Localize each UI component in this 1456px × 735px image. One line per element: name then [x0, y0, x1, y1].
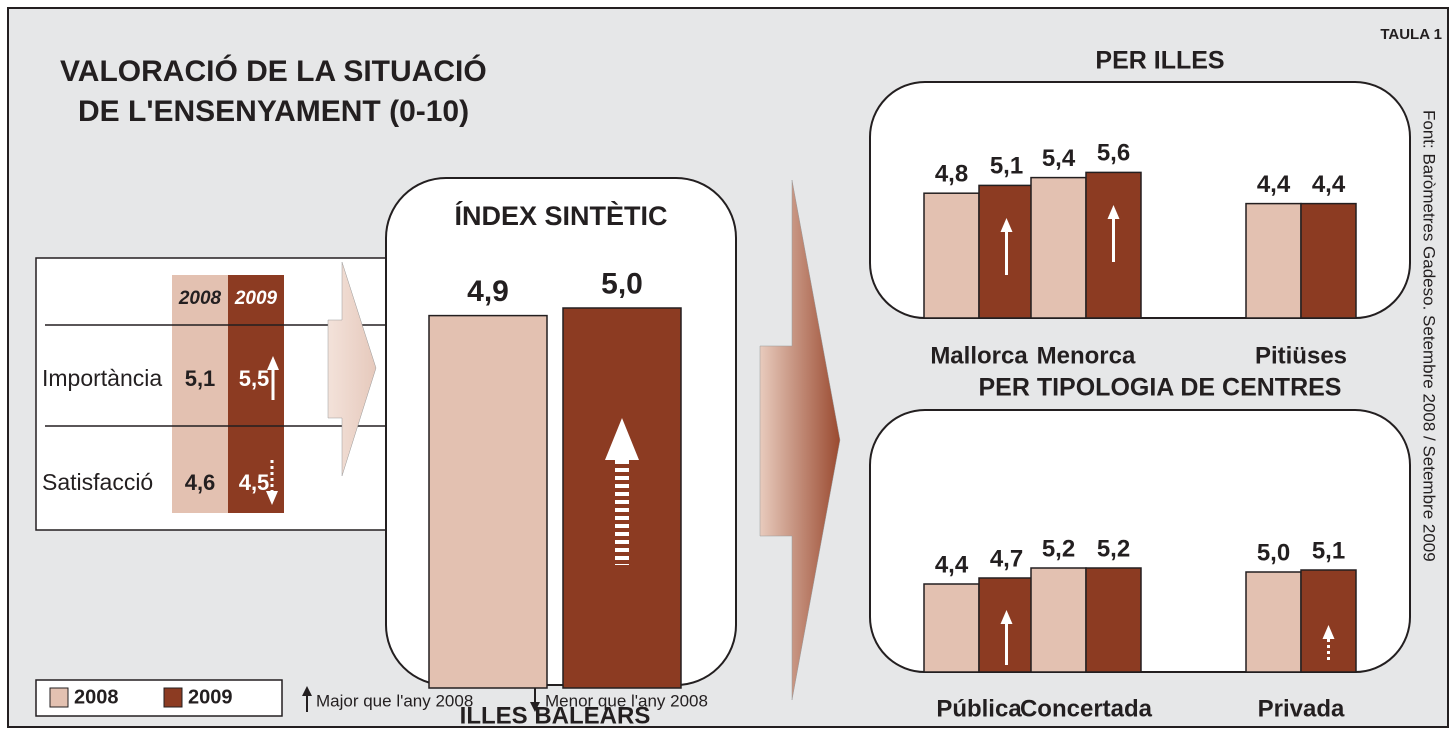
chart-title: PER TIPOLOGIA DE CENTRES — [978, 374, 1341, 402]
legend-label: Menor que l'any 2008 — [545, 691, 708, 710]
bar — [1245, 571, 1302, 673]
trend-arrow — [1000, 218, 1013, 232]
bar — [562, 307, 682, 689]
bar — [1085, 567, 1142, 673]
value-label: 5,0 — [1257, 539, 1290, 566]
source: Font: Baròmetres Gadeso. Setembre 2008 /… — [1420, 110, 1439, 562]
title-line: VALORACIÓ DE LA SITUACIÓ — [60, 54, 487, 88]
row-label: Importància — [42, 365, 162, 391]
table-cell: 4,5 — [239, 470, 270, 495]
category-label: Menorca — [1037, 342, 1136, 369]
legend-arrow — [530, 686, 540, 712]
value-label: 5,2 — [1042, 535, 1075, 562]
legend-label: 2008 — [74, 686, 119, 708]
trend-arrow — [266, 491, 278, 505]
category-label: Mallorca — [930, 342, 1028, 369]
category-label: Pública — [936, 695, 1022, 722]
value-label: 5,4 — [1042, 145, 1076, 172]
category-label: ILLES BALEARS — [460, 702, 651, 729]
legend-label: Major que l'any 2008 — [316, 691, 473, 710]
value-label: 5,2 — [1097, 535, 1130, 562]
column-fill — [172, 275, 228, 513]
value-label: 4,9 — [467, 275, 509, 308]
bar — [923, 583, 980, 673]
flow-arrow — [759, 179, 841, 701]
table-header: 2008 — [178, 288, 222, 309]
trend-arrow — [267, 356, 279, 370]
value-label: 5,1 — [990, 153, 1023, 180]
table-cell: 5,1 — [185, 366, 216, 391]
value-label: 4,4 — [1257, 171, 1291, 198]
category-label: Concertada — [1020, 695, 1153, 722]
legend-box — [35, 679, 283, 717]
value-label: 5,1 — [1312, 537, 1345, 564]
category-label: Pitiüses — [1255, 342, 1347, 369]
trend-arrow — [1000, 610, 1013, 624]
tag: TAULA 1 — [1380, 26, 1442, 43]
bar — [1030, 567, 1087, 673]
table-header: 2009 — [234, 288, 278, 309]
bar — [1300, 202, 1357, 319]
chart-title: ÍNDEX SINTÈTIC — [454, 200, 667, 231]
row-label: Satisfacció — [42, 469, 153, 495]
legend-swatch — [163, 687, 183, 708]
legend-arrow — [302, 686, 312, 712]
bar — [428, 314, 548, 689]
bar — [1245, 202, 1302, 319]
trend-arrow — [1322, 625, 1335, 639]
flow-arrow — [327, 261, 377, 477]
bar — [923, 192, 980, 319]
value-label: 4,4 — [1312, 171, 1346, 198]
legend-swatch — [49, 687, 69, 708]
value-label: 4,8 — [935, 161, 968, 188]
value-label: 5,6 — [1097, 140, 1130, 167]
bar — [1030, 176, 1087, 319]
column-fill — [228, 275, 284, 513]
bar — [1300, 569, 1357, 673]
table-cell: 4,6 — [185, 470, 216, 495]
title-line: DE L'ENSENYAMENT (0-10) — [78, 95, 469, 128]
value-label: 4,4 — [935, 551, 969, 578]
trend-arrow — [1107, 205, 1120, 219]
value-label: 4,7 — [990, 545, 1023, 572]
category-label: Privada — [1258, 695, 1345, 722]
value-label: 5,0 — [601, 267, 643, 300]
legend-label: 2009 — [188, 686, 233, 708]
trend-arrow — [605, 418, 639, 460]
table-cell: 5,5 — [239, 366, 270, 391]
chart-title: PER ILLES — [1095, 47, 1224, 75]
